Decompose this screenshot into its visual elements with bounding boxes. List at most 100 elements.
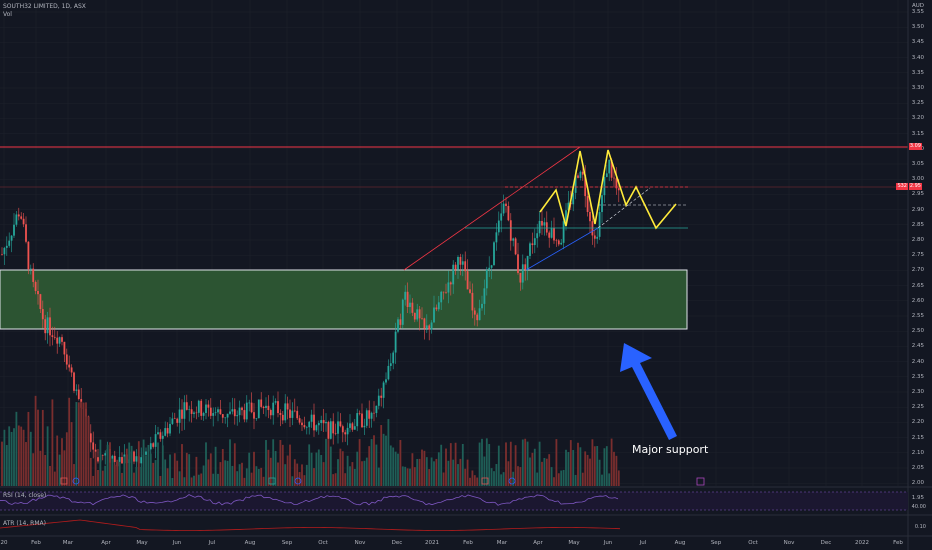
volume-bar (193, 475, 195, 486)
volume-bar (481, 438, 483, 486)
volume-bar (101, 470, 104, 486)
volume-bar (581, 472, 584, 486)
candle-body (346, 427, 349, 435)
volume-bar (452, 459, 455, 486)
volume-bar (255, 466, 258, 486)
candle-body (262, 406, 265, 409)
volume-bar (125, 448, 128, 486)
candle-body (101, 454, 104, 456)
volume-bar (613, 451, 615, 486)
candle-body (411, 302, 414, 313)
volume-bar (325, 438, 327, 486)
volume-bar (296, 463, 299, 486)
price-tick-label: 2.50 (911, 328, 924, 335)
candle-body (1, 254, 3, 255)
volume-bar (596, 446, 599, 486)
candle-body (332, 421, 335, 434)
time-tick-label: Dec (391, 540, 403, 546)
volume-bar (209, 453, 212, 486)
candle-body (73, 372, 75, 391)
volume-bar (243, 477, 246, 486)
candle-body (435, 307, 438, 310)
candle-body (274, 401, 277, 403)
volume-label[interactable]: Vol (3, 11, 12, 18)
volume-bar (353, 468, 356, 486)
candle-body (577, 175, 579, 178)
price-tick-label: 2.60 (911, 297, 924, 304)
volume-bar (514, 445, 517, 486)
volume-bar (605, 446, 608, 486)
candle-body (214, 412, 217, 414)
price-tick-label: 2.20 (911, 419, 924, 426)
candle-body (349, 423, 351, 428)
candle-body (121, 457, 123, 464)
volume-bar (214, 446, 217, 486)
candle-body (589, 211, 591, 222)
candle-body (27, 241, 30, 270)
candle-body (466, 271, 469, 290)
volume-bar (550, 467, 553, 486)
candle-body (596, 236, 599, 239)
candle-body (615, 178, 618, 189)
volume-bar (113, 464, 116, 486)
candle-body (473, 310, 476, 315)
volume-bar (22, 429, 25, 486)
candle-body (397, 319, 399, 332)
candle-body (442, 291, 445, 293)
volume-bar (425, 457, 428, 486)
volume-bar (322, 462, 325, 486)
candle-body (382, 382, 385, 398)
resistance-price-tag: 3.09 (908, 143, 922, 150)
price-tick-label: 2.40 (911, 358, 924, 365)
volume-bar (401, 466, 404, 486)
candle-body (296, 410, 299, 419)
candle-body (344, 432, 347, 435)
volume-bar (281, 444, 284, 486)
volume-bar (130, 445, 133, 486)
volume-bar (161, 445, 164, 486)
volume-bar (497, 445, 500, 486)
volume-bar (524, 438, 527, 486)
volume-bar (75, 402, 78, 486)
volume-bar (154, 460, 157, 486)
volume-bar (92, 475, 95, 486)
volume-bar (404, 466, 407, 486)
volume-bar (459, 458, 462, 486)
candle-body (531, 243, 534, 246)
volume-bar (500, 474, 503, 486)
volume-bar (466, 459, 469, 486)
volume-bar (476, 477, 479, 486)
volume-bar (495, 463, 498, 486)
volume-bar (178, 471, 181, 486)
volume-bar (272, 439, 275, 486)
volume-bar (157, 442, 159, 486)
candle-body (92, 442, 95, 450)
candle-body (10, 235, 13, 241)
volume-bar (533, 448, 536, 486)
candle-body (135, 456, 138, 462)
projected-pattern-path (539, 149, 677, 230)
candle-body (310, 414, 313, 422)
candle-body (337, 421, 339, 434)
volume-bar (560, 470, 563, 486)
price-tick-label: 2.65 (911, 282, 924, 289)
symbol-title[interactable]: SOUTH32 LIMITED, 1D, ASX (3, 3, 86, 10)
candle-body (404, 291, 407, 300)
price-tick-label: 3.40 (911, 54, 924, 61)
candle-body (265, 405, 267, 409)
volume-bar (512, 471, 515, 486)
volume-bar (529, 457, 531, 486)
candle-body (289, 409, 291, 418)
rsi-label[interactable]: RSI (14, close) (3, 492, 47, 499)
candle-body (267, 405, 270, 411)
candle-body (567, 202, 570, 211)
candle-body (421, 318, 423, 319)
price-tick-label: 2.25 (911, 404, 924, 411)
candle-body (219, 409, 222, 415)
candle-body (548, 232, 551, 238)
atr-label[interactable]: ATR (14, RMA) (3, 520, 46, 527)
volume-bar (397, 453, 399, 486)
candle-body (178, 409, 181, 423)
volume-bar (27, 411, 30, 486)
